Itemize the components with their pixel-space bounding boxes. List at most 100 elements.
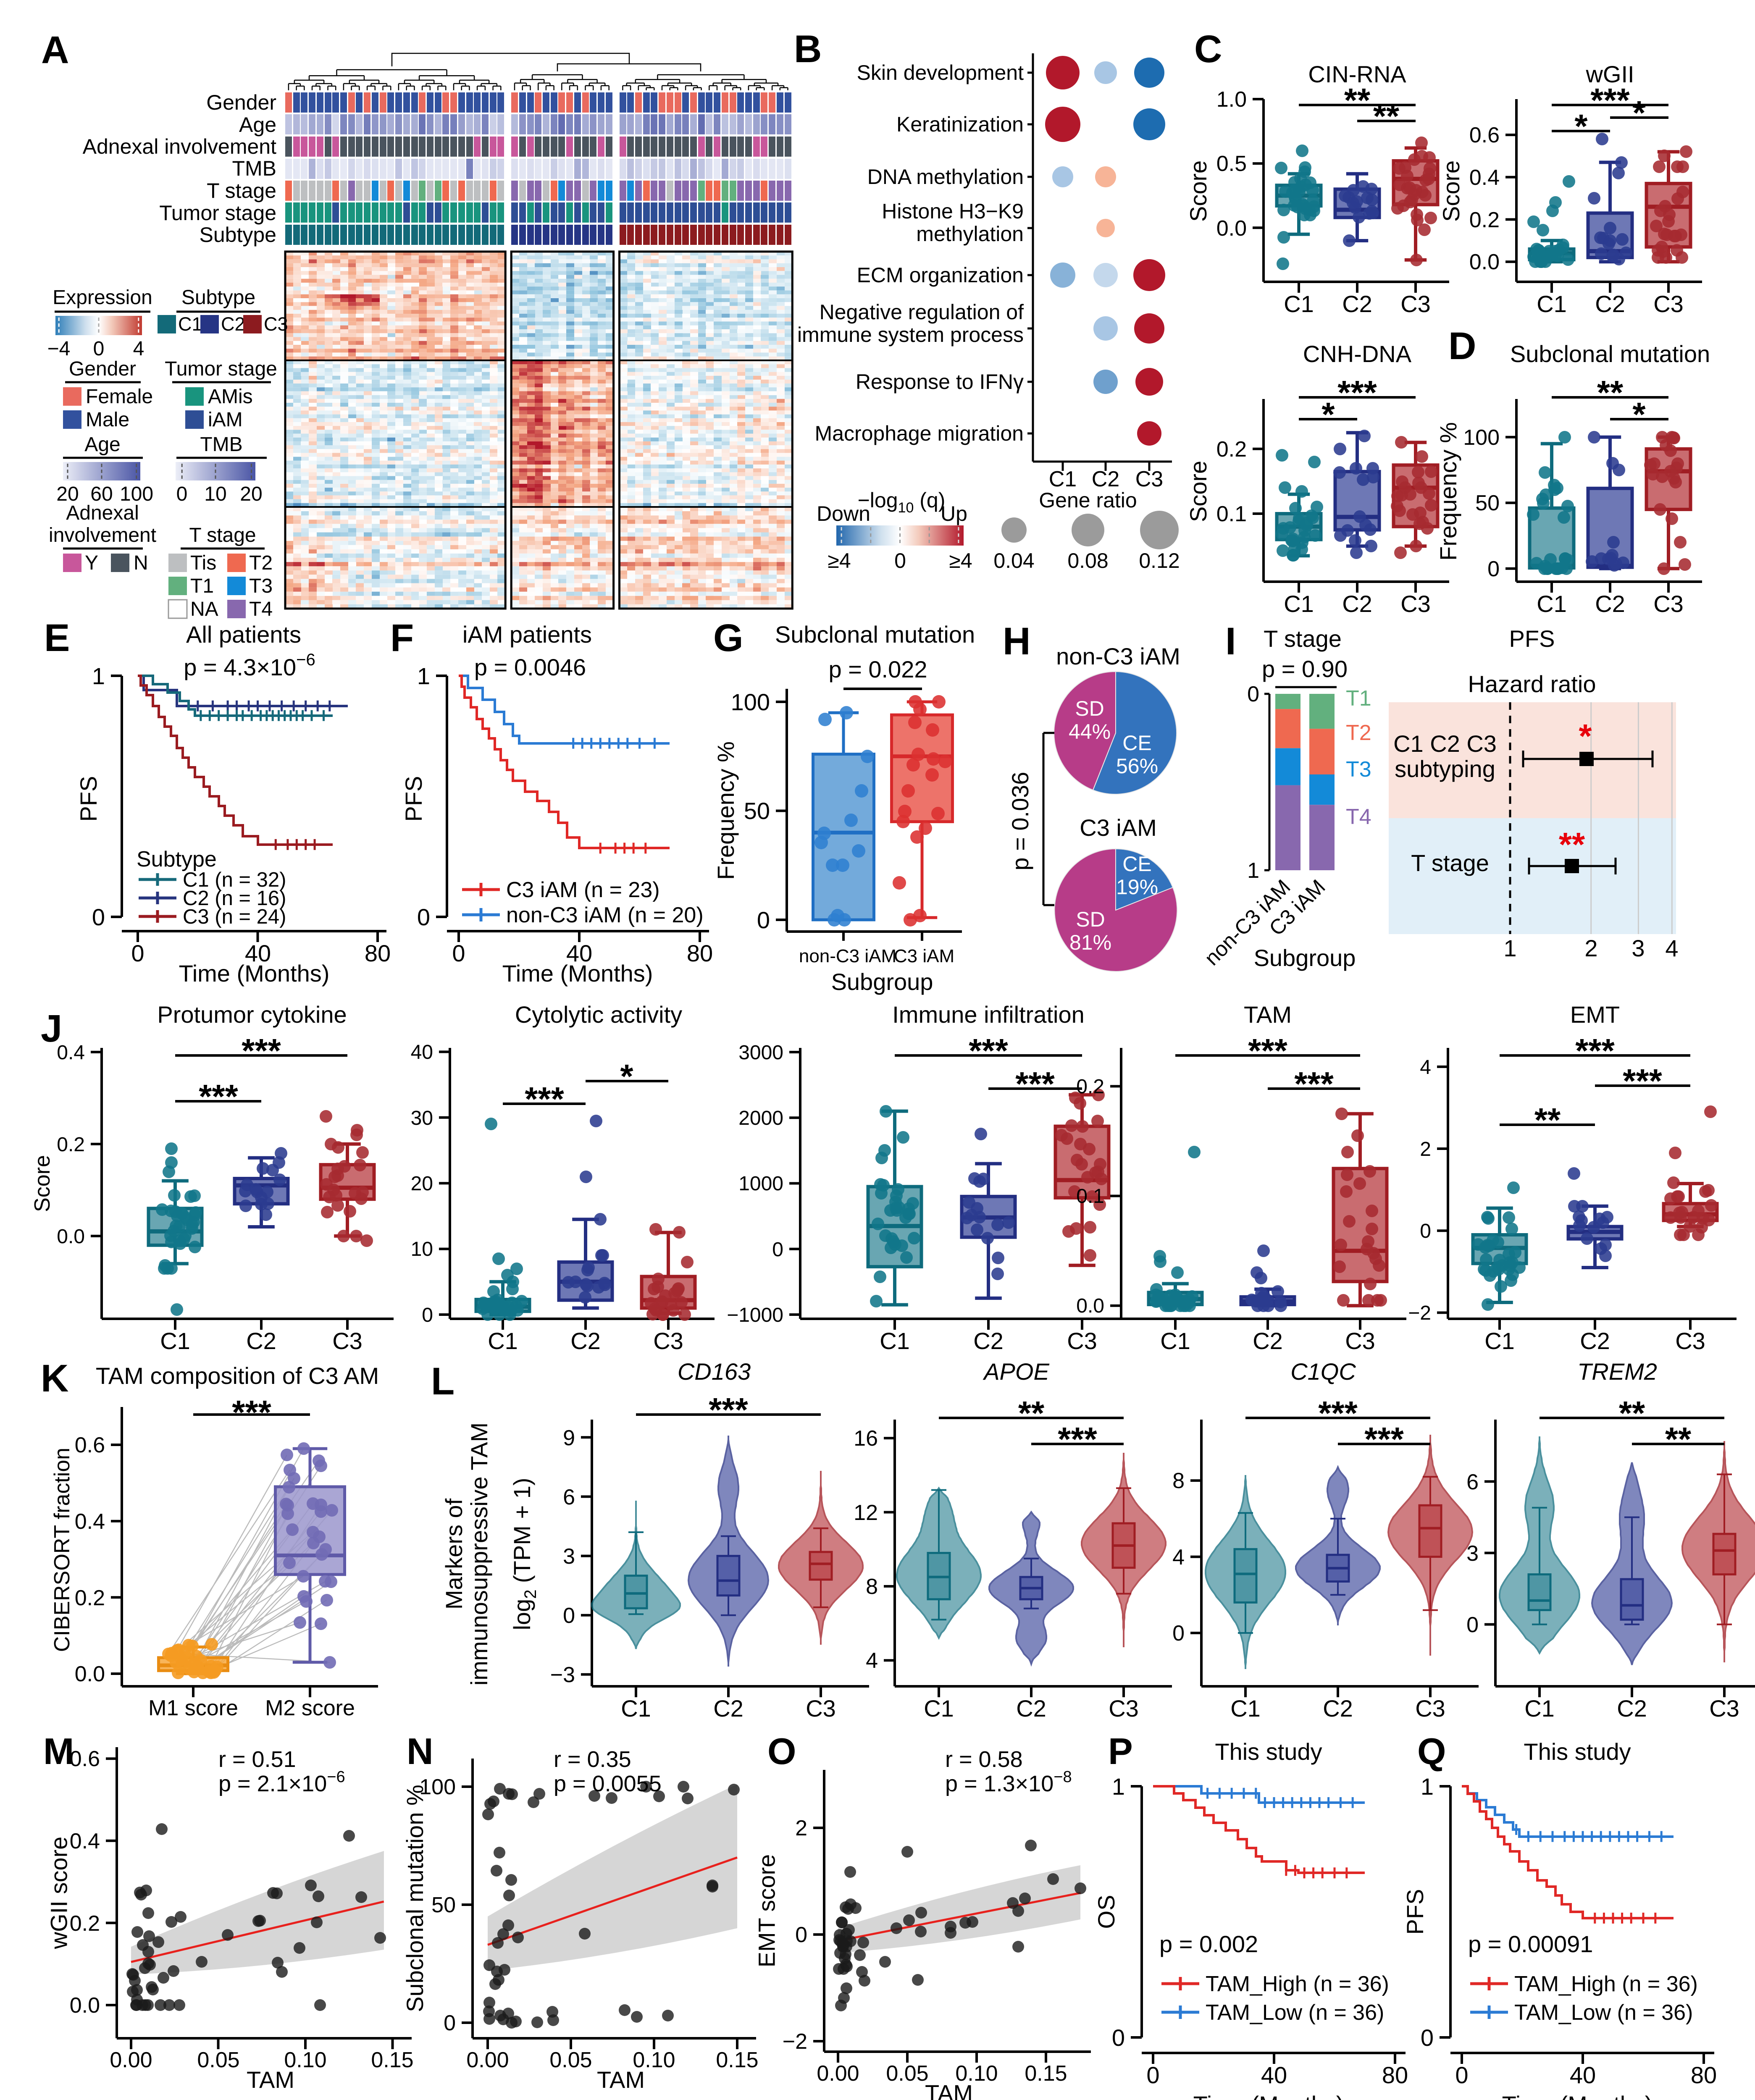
svg-text:4: 4 bbox=[866, 1648, 878, 1673]
svg-text:0.00: 0.00 bbox=[466, 2048, 509, 2072]
svg-text:56%: 56% bbox=[1116, 754, 1158, 778]
svg-text:1: 1 bbox=[92, 663, 105, 689]
svg-text:Subclonal mutation %: Subclonal mutation % bbox=[402, 1785, 428, 2012]
svg-text:Y: Y bbox=[85, 552, 98, 574]
svg-text:Keratinization: Keratinization bbox=[896, 113, 1024, 136]
svg-text:0.15: 0.15 bbox=[371, 2048, 413, 2072]
svg-text:Frequency %: Frequency % bbox=[1435, 422, 1461, 561]
svg-text:0: 0 bbox=[563, 1604, 575, 1628]
svg-text:TMB: TMB bbox=[200, 433, 242, 456]
svg-text:2: 2 bbox=[795, 1816, 807, 1840]
svg-text:wGII score: wGII score bbox=[46, 1837, 72, 1950]
svg-text:0.6: 0.6 bbox=[70, 1747, 100, 1771]
svg-text:1: 1 bbox=[1112, 1773, 1125, 1800]
svg-text:immune system process: immune system process bbox=[797, 323, 1024, 346]
svg-text:10: 10 bbox=[411, 1238, 433, 1260]
svg-text:SD: SD bbox=[1076, 908, 1105, 931]
svg-text:log2 (TPM + 1): log2 (TPM + 1) bbox=[509, 1478, 540, 1630]
svg-text:40: 40 bbox=[1570, 2062, 1596, 2088]
svg-text:C2: C2 bbox=[1342, 291, 1372, 317]
svg-text:*: * bbox=[1632, 396, 1646, 433]
svg-text:Age: Age bbox=[239, 113, 276, 136]
svg-text:81%: 81% bbox=[1069, 931, 1111, 954]
svg-text:**: ** bbox=[1665, 1420, 1692, 1458]
svg-text:Macrophage migration: Macrophage migration bbox=[815, 422, 1024, 445]
svg-text:−log10 (q): −log10 (q) bbox=[858, 488, 946, 516]
svg-text:40: 40 bbox=[245, 940, 271, 966]
svg-text:C2: C2 bbox=[1595, 291, 1625, 317]
svg-text:0.0: 0.0 bbox=[1216, 216, 1247, 241]
svg-text:Time (Months): Time (Months) bbox=[179, 960, 330, 987]
svg-text:Subclonal mutation: Subclonal mutation bbox=[1510, 341, 1710, 367]
svg-text:0.05: 0.05 bbox=[886, 2061, 928, 2086]
svg-text:40: 40 bbox=[411, 1041, 433, 1063]
svg-text:0.0: 0.0 bbox=[75, 1662, 105, 1686]
svg-text:I: I bbox=[1225, 620, 1236, 663]
svg-text:***: *** bbox=[969, 1032, 1008, 1069]
svg-text:20: 20 bbox=[240, 483, 262, 505]
svg-text:p = 2.1×10−6: p = 2.1×10−6 bbox=[218, 1768, 345, 1796]
svg-text:AMis: AMis bbox=[208, 386, 253, 408]
svg-text:p = 0.022: p = 0.022 bbox=[828, 656, 927, 682]
svg-text:C: C bbox=[1194, 28, 1222, 71]
svg-text:0.2: 0.2 bbox=[75, 1586, 105, 1610]
svg-text:3: 3 bbox=[1466, 1541, 1479, 1566]
svg-text:p = 1.3×10−8: p = 1.3×10−8 bbox=[945, 1768, 1072, 1796]
svg-text:Female: Female bbox=[86, 386, 153, 408]
svg-text:involvement: involvement bbox=[49, 524, 156, 546]
svg-text:C3: C3 bbox=[1653, 591, 1684, 617]
svg-text:Skin development: Skin development bbox=[857, 61, 1024, 84]
svg-text:80: 80 bbox=[1382, 2062, 1408, 2088]
svg-text:H: H bbox=[1003, 620, 1030, 663]
svg-text:***: *** bbox=[1337, 374, 1377, 411]
svg-text:100: 100 bbox=[419, 1775, 456, 1799]
svg-text:Age: Age bbox=[84, 433, 120, 456]
svg-text:C3: C3 bbox=[1067, 1328, 1097, 1354]
svg-text:4: 4 bbox=[1172, 1545, 1185, 1570]
svg-text:p = 4.3×10−6: p = 4.3×10−6 bbox=[184, 651, 315, 680]
svg-text:Time (Months): Time (Months) bbox=[502, 960, 653, 987]
svg-text:TAM: TAM bbox=[1244, 1001, 1292, 1028]
svg-text:−4: −4 bbox=[47, 338, 71, 360]
svg-text:CE: CE bbox=[1122, 731, 1151, 755]
svg-text:G: G bbox=[713, 617, 744, 659]
svg-text:non-C3 iAM: non-C3 iAM bbox=[1056, 643, 1180, 669]
svg-text:*: * bbox=[1579, 717, 1592, 755]
svg-text:T3: T3 bbox=[249, 575, 273, 597]
svg-text:0.2: 0.2 bbox=[1469, 208, 1500, 232]
svg-text:CIBERSORT fraction: CIBERSORT fraction bbox=[50, 1448, 74, 1652]
svg-text:CIN-RNA: CIN-RNA bbox=[1308, 61, 1406, 87]
svg-text:C1: C1 bbox=[880, 1328, 910, 1354]
svg-text:0: 0 bbox=[1146, 2062, 1159, 2088]
svg-text:0.4: 0.4 bbox=[70, 1829, 100, 1853]
svg-text:**: ** bbox=[1018, 1394, 1045, 1432]
svg-text:CE: CE bbox=[1122, 852, 1151, 876]
svg-text:C2: C2 bbox=[1580, 1328, 1610, 1354]
svg-text:6: 6 bbox=[1466, 1470, 1479, 1494]
svg-text:TAM_Low (n = 36): TAM_Low (n = 36) bbox=[1206, 2000, 1384, 2025]
svg-text:**: ** bbox=[1534, 1101, 1561, 1139]
svg-text:K: K bbox=[41, 1357, 68, 1400]
svg-text:8: 8 bbox=[1172, 1469, 1185, 1493]
svg-text:A: A bbox=[41, 29, 69, 71]
svg-text:3: 3 bbox=[1632, 935, 1645, 961]
svg-text:Score: Score bbox=[1438, 160, 1464, 222]
svg-text:100: 100 bbox=[120, 483, 153, 505]
svg-text:***: *** bbox=[1318, 1394, 1358, 1432]
svg-text:100: 100 bbox=[731, 689, 770, 715]
svg-text:***: *** bbox=[1575, 1032, 1615, 1069]
svg-text:B: B bbox=[794, 28, 822, 71]
svg-text:30: 30 bbox=[411, 1107, 433, 1129]
svg-text:C2: C2 bbox=[1342, 591, 1372, 617]
svg-text:Score: Score bbox=[1185, 160, 1211, 222]
svg-text:2: 2 bbox=[1584, 935, 1597, 961]
svg-text:T3: T3 bbox=[1346, 757, 1371, 782]
svg-text:***: *** bbox=[1623, 1062, 1662, 1100]
svg-text:ECM organization: ECM organization bbox=[857, 263, 1024, 287]
svg-text:0.4: 0.4 bbox=[75, 1509, 105, 1534]
svg-text:0.4: 0.4 bbox=[57, 1042, 85, 1064]
svg-text:0.6: 0.6 bbox=[75, 1433, 105, 1457]
svg-text:1: 1 bbox=[1503, 935, 1516, 961]
svg-text:C1: C1 bbox=[924, 1695, 954, 1722]
svg-text:2: 2 bbox=[1420, 1138, 1431, 1160]
